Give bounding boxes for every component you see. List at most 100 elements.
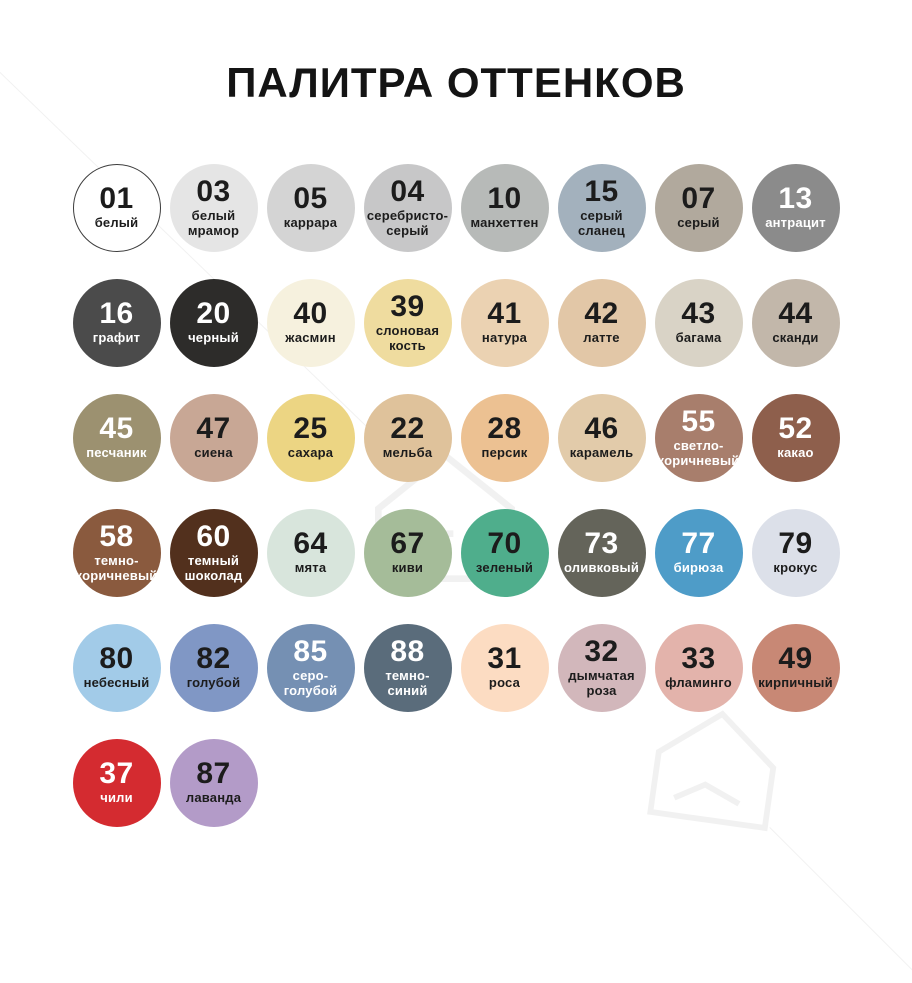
palette-cell: 44 сканди xyxy=(747,265,844,380)
swatch-code: 82 xyxy=(196,642,231,676)
swatch-code: 25 xyxy=(293,412,328,446)
swatch-name: оливковый xyxy=(563,560,640,576)
palette-cell: 73 оливковый xyxy=(553,495,650,610)
swatch-code: 70 xyxy=(487,527,522,561)
swatch-45: 45 песчаник xyxy=(72,393,161,482)
swatch-64: 64 мята xyxy=(266,508,355,597)
swatch-47: 47 сиена xyxy=(169,393,258,482)
swatch-code: 88 xyxy=(390,634,425,668)
palette-cell: 01 белый xyxy=(68,150,165,265)
watermark-diagonal-line-bottom-right xyxy=(769,827,912,983)
swatch-code: 22 xyxy=(390,412,425,446)
swatch-name: бирюза xyxy=(673,560,724,576)
swatch-name: мята xyxy=(294,560,327,576)
palette-cell: 10 манхеттен xyxy=(456,150,553,265)
swatch-name: кирпичный xyxy=(758,675,833,691)
swatch-code: 28 xyxy=(487,412,522,446)
palette-cell: 39 слоновая кость xyxy=(359,265,456,380)
swatch-25: 25 сахара xyxy=(266,393,355,482)
swatch-code: 80 xyxy=(99,642,134,676)
palette-cell: 07 серый xyxy=(650,150,747,265)
swatch-code: 64 xyxy=(293,527,328,561)
palette-cell: 67 киви xyxy=(359,495,456,610)
swatch-name: сахара xyxy=(287,445,334,461)
swatch-33: 33 фламинго xyxy=(654,623,743,712)
swatch-code: 01 xyxy=(99,182,134,216)
swatch-name: зеленый xyxy=(475,560,534,576)
swatch-code: 45 xyxy=(99,412,134,446)
palette-cell: 45 песчаник xyxy=(68,380,165,495)
swatch-name: сканди xyxy=(772,330,819,346)
swatch-40: 40 жасмин xyxy=(266,278,355,367)
palette-cell: 49 кирпичный xyxy=(747,610,844,725)
palette-cell: 16 графит xyxy=(68,265,165,380)
swatch-code: 03 xyxy=(196,174,231,208)
palette-cell: 47 сиена xyxy=(165,380,262,495)
palette-cell: 55 светло- коричневый xyxy=(650,380,747,495)
swatch-code: 46 xyxy=(584,412,619,446)
palette-cell: 15 серый сланец xyxy=(553,150,650,265)
palette-cell: 58 темно- коричневый xyxy=(68,495,165,610)
swatch-name: слоновая кость xyxy=(375,322,440,353)
swatch-code: 16 xyxy=(99,297,134,331)
palette-cell: 05 каррара xyxy=(262,150,359,265)
swatch-code: 04 xyxy=(390,174,425,208)
swatch-name: серо- голубой xyxy=(283,667,338,698)
page-title: ПАЛИТРА ОТТЕНКОВ xyxy=(226,59,686,106)
swatch-16: 16 графит xyxy=(72,278,161,367)
palette-cell: 88 темно- синий xyxy=(359,610,456,725)
palette-grid: 01 белый 03 белый мрамор 05 каррара 04 серебрис… xyxy=(68,150,844,840)
swatch-name: серый xyxy=(677,215,720,231)
swatch-code: 44 xyxy=(778,297,813,331)
swatch-name: мельба xyxy=(382,445,433,461)
swatch-name: каррара xyxy=(283,215,338,231)
palette-cell: 43 багама xyxy=(650,265,747,380)
palette-row: 01 белый 03 белый мрамор 05 каррара 04 серебрис… xyxy=(68,150,844,265)
palette-cell: 04 серебристо- серый xyxy=(359,150,456,265)
swatch-code: 32 xyxy=(584,634,619,668)
palette-cell: 31 роса xyxy=(456,610,553,725)
swatch-name: киви xyxy=(391,560,424,576)
swatch-46: 46 карамель xyxy=(557,393,646,482)
swatch-name: темный шоколад xyxy=(184,552,243,583)
swatch-79: 79 крокус xyxy=(751,508,840,597)
swatch-name: антрацит xyxy=(765,215,826,231)
swatch-80: 80 небесный xyxy=(72,623,161,712)
swatch-name: жасмин xyxy=(285,330,336,346)
swatch-name: латте xyxy=(583,330,620,346)
swatch-name: лаванда xyxy=(185,790,242,806)
swatch-code: 07 xyxy=(681,182,716,216)
swatch-41: 41 натура xyxy=(460,278,549,367)
swatch-01: 01 белый xyxy=(72,163,161,252)
palette-row: 58 темно- коричневый 60 темный шоколад 64 мят… xyxy=(68,495,844,610)
swatch-code: 73 xyxy=(584,527,619,561)
swatch-42: 42 латте xyxy=(557,278,646,367)
swatch-77: 77 бирюза xyxy=(654,508,743,597)
swatch-52: 52 какао xyxy=(751,393,840,482)
palette-cell: 32 дымчатая роза xyxy=(553,610,650,725)
swatch-31: 31 роса xyxy=(460,623,549,712)
palette-cell: 60 темный шоколад xyxy=(165,495,262,610)
swatch-code: 20 xyxy=(196,297,231,331)
palette-cell: 52 какао xyxy=(747,380,844,495)
palette-cell: 41 натура xyxy=(456,265,553,380)
palette-cell: 37 чили xyxy=(68,725,165,840)
swatch-name: натура xyxy=(481,330,528,346)
swatch-03: 03 белый мрамор xyxy=(169,163,258,252)
swatch-code: 33 xyxy=(681,642,716,676)
swatch-04: 04 серебристо- серый xyxy=(363,163,452,252)
swatch-28: 28 персик xyxy=(460,393,549,482)
palette-row: 16 графит 20 черный 40 жасмин 39 слоновая кость… xyxy=(68,265,844,380)
swatch-15: 15 серый сланец xyxy=(557,163,646,252)
swatch-70: 70 зеленый xyxy=(460,508,549,597)
palette-row: 45 песчаник 47 сиена 25 сахара 22 мельба 28 перси… xyxy=(68,380,844,495)
swatch-code: 37 xyxy=(99,757,134,791)
swatch-73: 73 оливковый xyxy=(557,508,646,597)
swatch-code: 60 xyxy=(196,519,231,553)
swatch-58: 58 темно- коричневый xyxy=(72,508,161,597)
palette-cell: 13 антрацит xyxy=(747,150,844,265)
palette-row: 37 чили 87 лаванда xyxy=(68,725,844,840)
palette-cell: 70 зеленый xyxy=(456,495,553,610)
swatch-67: 67 киви xyxy=(363,508,452,597)
palette-cell: 28 персик xyxy=(456,380,553,495)
